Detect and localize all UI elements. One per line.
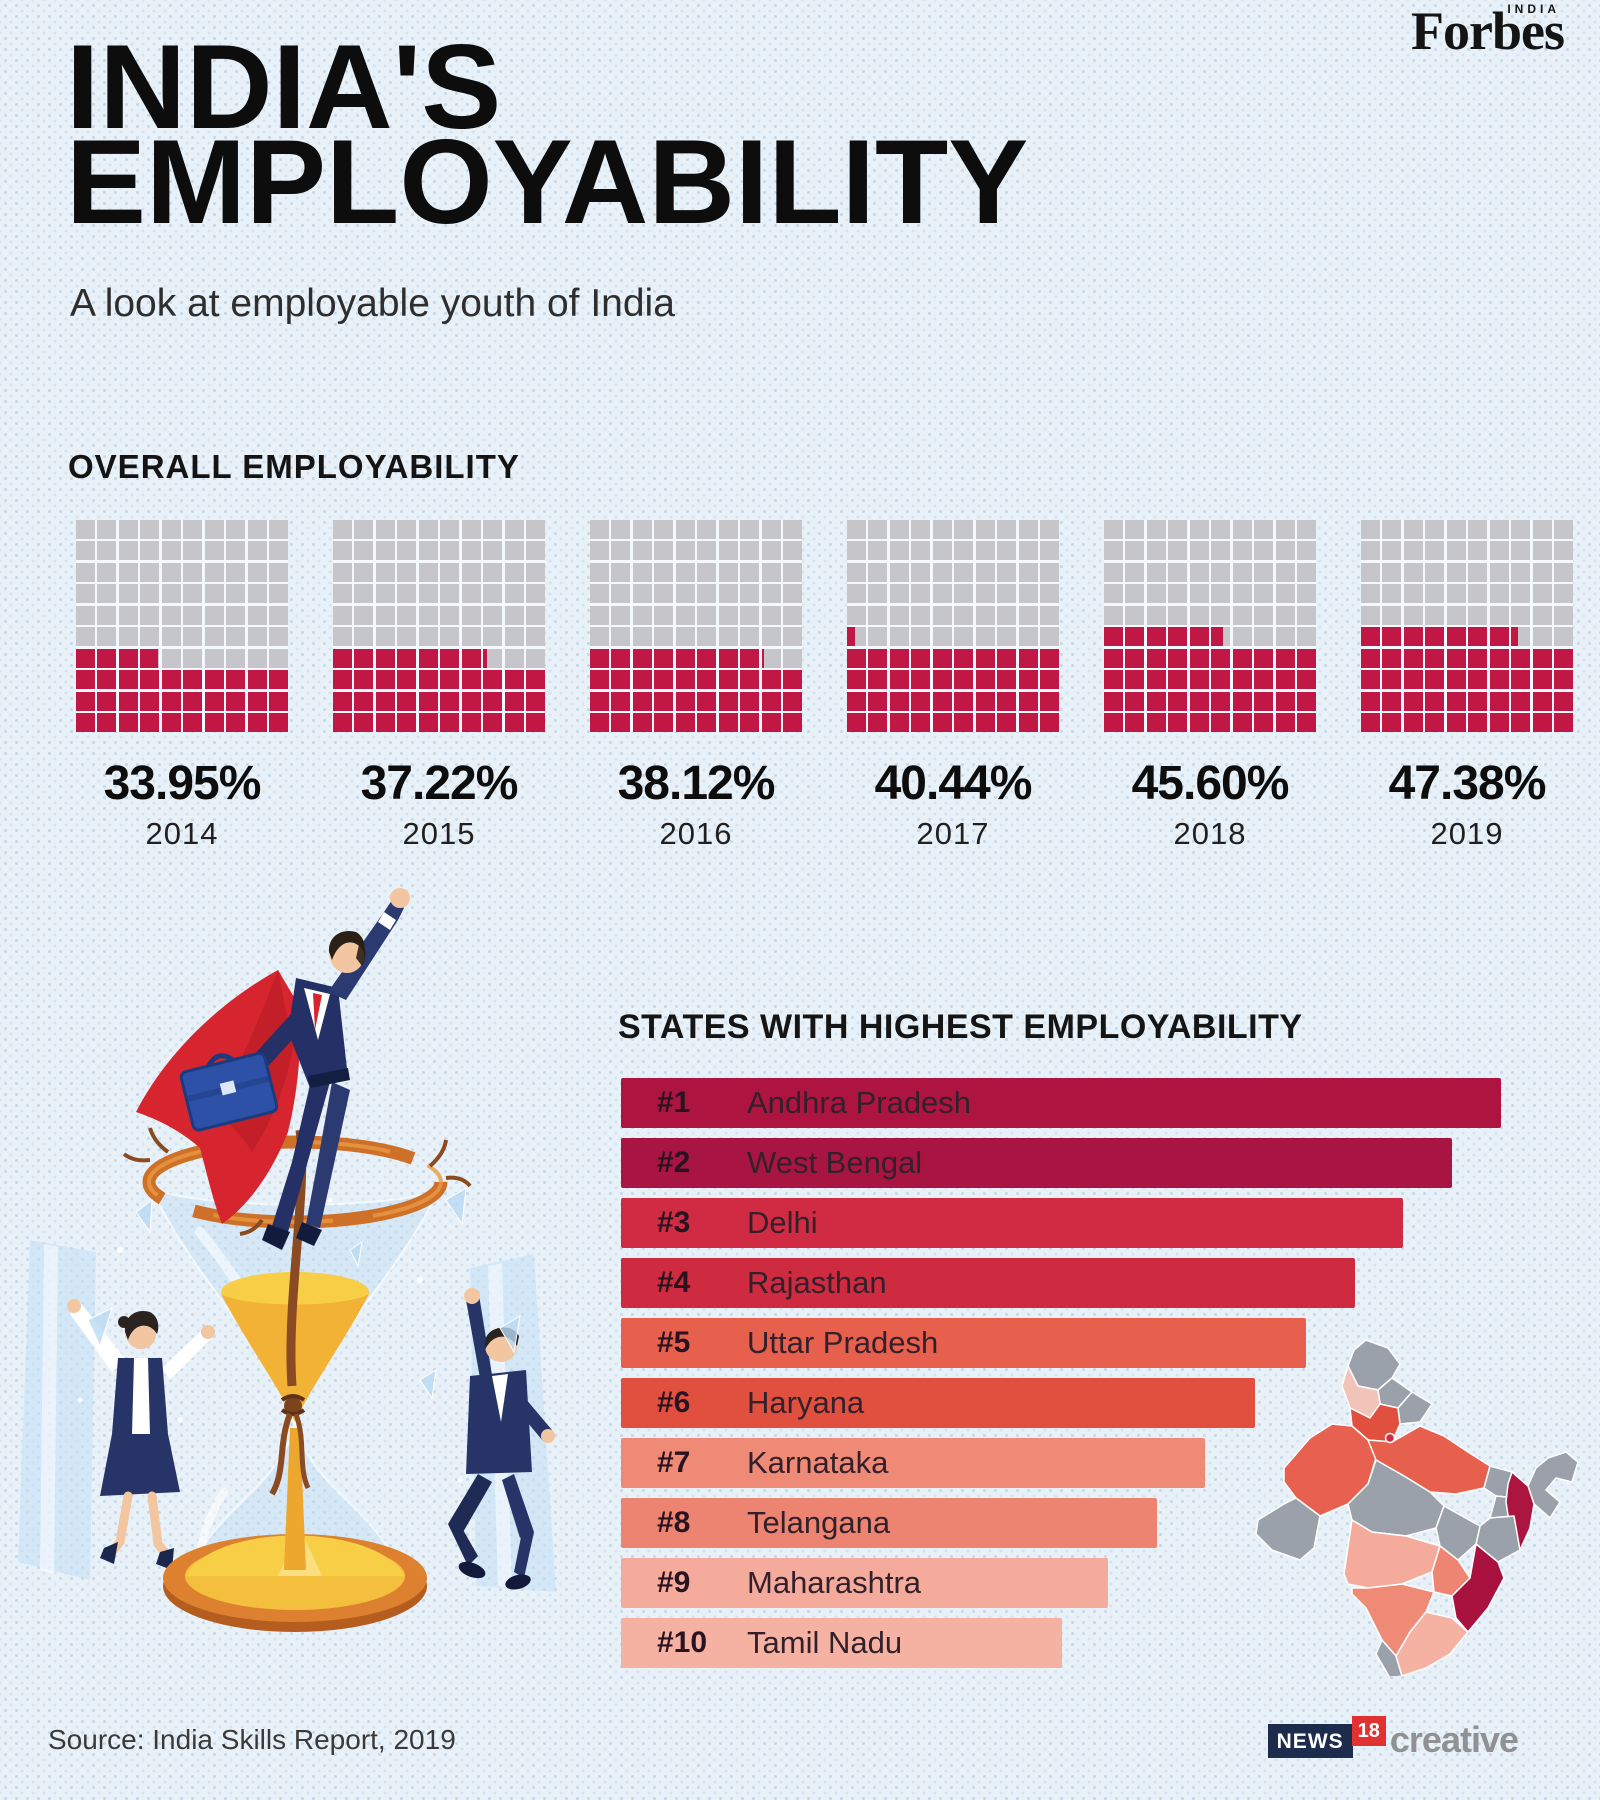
state-bar-8: #8 Telangana bbox=[621, 1498, 1157, 1548]
forbes-logo-region: INDIA bbox=[1507, 2, 1560, 16]
waffle-grid bbox=[1361, 520, 1573, 732]
state-name: Delhi bbox=[747, 1205, 818, 1240]
state-bar-2: #2 West Bengal bbox=[621, 1138, 1452, 1188]
state-bar-5: #5 Uttar Pradesh bbox=[621, 1318, 1306, 1368]
waffle-chart-2018: 45.60% 2018 bbox=[1104, 520, 1316, 852]
state-delhi bbox=[1384, 1432, 1396, 1444]
state-bar-10: #10 Tamil Nadu bbox=[621, 1618, 1062, 1668]
state-rank: #10 bbox=[657, 1626, 708, 1659]
waffle-grid bbox=[1104, 520, 1316, 732]
state-tamil-nadu bbox=[1395, 1611, 1469, 1676]
state-name: Maharashtra bbox=[747, 1565, 922, 1600]
celebrating-woman bbox=[67, 1299, 215, 1570]
celebrating-man bbox=[448, 1288, 555, 1590]
waffle-year: 2018 bbox=[1173, 816, 1247, 851]
state-bar-4: #4 Rajasthan bbox=[621, 1258, 1355, 1308]
waffle-year: 2014 bbox=[145, 816, 219, 851]
waffle-chart-2015: 37.22% 2015 bbox=[333, 520, 545, 852]
state-name: Andhra Pradesh bbox=[747, 1085, 972, 1120]
waffle-chart-2016: 38.12% 2016 bbox=[590, 520, 802, 852]
news18-logo-18: 18 bbox=[1351, 1716, 1386, 1746]
state-rank: #4 bbox=[657, 1266, 691, 1299]
waffle-year: 2015 bbox=[402, 816, 476, 851]
waffle-grid bbox=[76, 520, 288, 732]
state-rank: #7 bbox=[657, 1446, 691, 1479]
waffle-value: 47.38% bbox=[1388, 757, 1547, 810]
news18-creative-logo: NEWS 18 creative bbox=[1267, 1716, 1519, 1760]
waffle-grid bbox=[590, 520, 802, 732]
waffle-value: 45.60% bbox=[1131, 757, 1290, 810]
waffle-grid bbox=[333, 520, 545, 732]
state-bar-3: #3 Delhi bbox=[621, 1198, 1403, 1248]
state-bar-6: #6 Haryana bbox=[621, 1378, 1255, 1428]
waffle-value: 40.44% bbox=[874, 757, 1033, 810]
state-rank: #8 bbox=[657, 1506, 691, 1539]
curtain-left bbox=[18, 1240, 96, 1580]
state-name: Telangana bbox=[747, 1505, 891, 1540]
state-rank: #9 bbox=[657, 1566, 691, 1599]
state-rank: #3 bbox=[657, 1206, 691, 1239]
forbes-india-logo: Forbes INDIA bbox=[1411, 1, 1565, 61]
waffle-value: 38.12% bbox=[617, 757, 776, 810]
state-name: Rajasthan bbox=[747, 1265, 887, 1300]
waffle-chart-2019: 47.38% 2019 bbox=[1361, 520, 1573, 852]
waffle-value: 33.95% bbox=[103, 757, 262, 810]
news18-logo-news: NEWS bbox=[1267, 1724, 1353, 1758]
waffle-chart-2017: 40.44% 2017 bbox=[847, 520, 1059, 852]
state-name: West Bengal bbox=[747, 1145, 923, 1180]
state-rank: #1 bbox=[657, 1086, 691, 1119]
state-bar-1: #1 Andhra Pradesh bbox=[621, 1078, 1501, 1128]
waffle-year: 2016 bbox=[659, 816, 733, 851]
states-section-title: STATES WITH HIGHEST EMPLOYABILITY bbox=[618, 1008, 1303, 1046]
waffle-year: 2017 bbox=[916, 816, 990, 851]
state-name: Karnataka bbox=[747, 1445, 889, 1480]
state-northeast bbox=[1527, 1451, 1578, 1519]
state-kerala bbox=[1375, 1639, 1403, 1676]
states-bar-chart: #1 Andhra Pradesh #2 West Bengal #3 Delhi #4 Ra… bbox=[621, 1078, 1501, 1678]
glass-shards bbox=[87, 1187, 521, 1400]
briefcase bbox=[179, 1052, 279, 1132]
waffle-chart-2014: 33.95% 2014 bbox=[76, 520, 288, 852]
page-title-line2: EMPLOYABILITY bbox=[66, 115, 1029, 249]
waffle-grid bbox=[847, 520, 1059, 732]
page-title-line1: INDIA'S bbox=[66, 20, 502, 154]
hourglass-superhero-illustration bbox=[18, 888, 556, 1632]
state-name: Haryana bbox=[747, 1385, 865, 1420]
forbes-logo-text: Forbes bbox=[1411, 1, 1565, 61]
page-title: INDIA'S EMPLOYABILITY bbox=[66, 20, 1029, 249]
waffle-value: 37.22% bbox=[360, 757, 519, 810]
state-rank: #6 bbox=[657, 1386, 691, 1419]
state-gujarat bbox=[1255, 1497, 1321, 1561]
state-bar-9: #9 Maharashtra bbox=[621, 1558, 1108, 1608]
state-bar-7: #7 Karnataka bbox=[621, 1438, 1205, 1488]
news18-logo-creative: creative bbox=[1389, 1719, 1519, 1760]
state-name: Uttar Pradesh bbox=[747, 1325, 939, 1360]
page-subtitle: A look at employable youth of India bbox=[70, 282, 675, 325]
state-andhra-pradesh bbox=[1451, 1543, 1505, 1633]
india-map bbox=[1255, 1339, 1578, 1676]
superhero-businessman bbox=[136, 888, 410, 1250]
waffle-year: 2019 bbox=[1430, 816, 1504, 851]
sparkles bbox=[77, 1197, 463, 1483]
waffle-chart-row: 33.95% 2014 37.22% 2015 38.12% 2016 40.44% 2017… bbox=[76, 520, 1573, 852]
state-name: Tamil Nadu bbox=[747, 1625, 903, 1660]
waffle-section-title: OVERALL EMPLOYABILITY bbox=[68, 448, 520, 485]
state-rank: #5 bbox=[657, 1326, 691, 1359]
state-rank: #2 bbox=[657, 1146, 691, 1179]
source-note: Source: India Skills Report, 2019 bbox=[48, 1724, 456, 1755]
